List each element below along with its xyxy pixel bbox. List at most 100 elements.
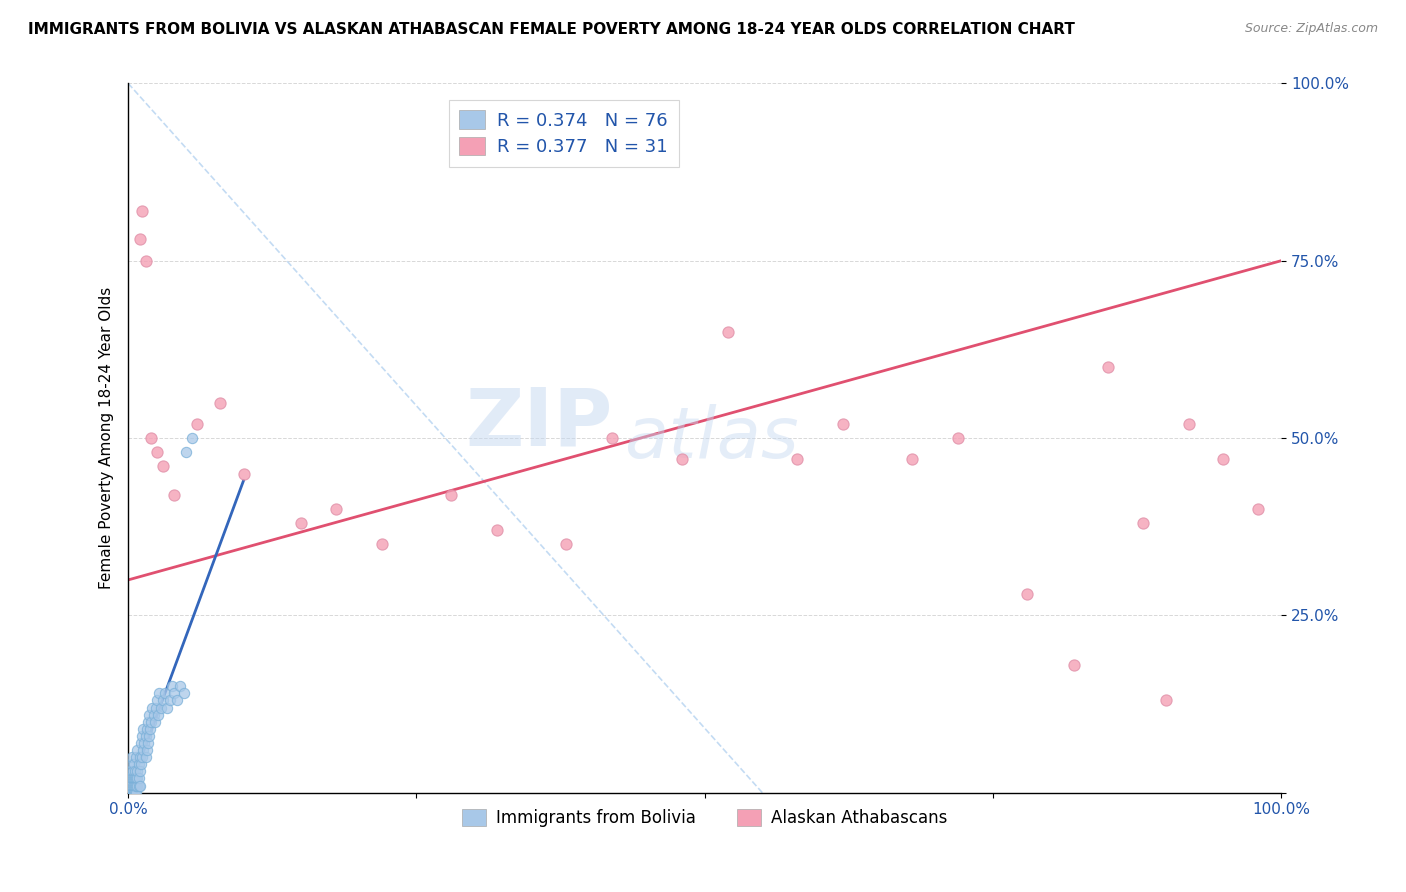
Point xyxy=(1154,693,1177,707)
Point xyxy=(145,700,167,714)
Point xyxy=(135,253,157,268)
Text: ZIP: ZIP xyxy=(465,384,613,463)
Point xyxy=(122,779,145,793)
Point xyxy=(1063,658,1085,673)
Point xyxy=(1097,360,1119,375)
Point xyxy=(120,764,142,779)
Point xyxy=(120,786,142,800)
Point xyxy=(129,757,152,772)
Point xyxy=(122,757,145,772)
Point xyxy=(127,764,149,779)
Point xyxy=(135,750,157,764)
Point xyxy=(124,786,146,800)
Point xyxy=(135,722,157,736)
Point xyxy=(118,786,141,800)
Point xyxy=(128,779,150,793)
Point xyxy=(149,700,172,714)
Point xyxy=(128,764,150,779)
Point xyxy=(135,743,157,757)
Point xyxy=(134,736,156,750)
Text: Source: ZipAtlas.com: Source: ZipAtlas.com xyxy=(1244,22,1378,36)
Point xyxy=(160,679,183,693)
Point xyxy=(120,786,142,800)
Point xyxy=(141,714,163,729)
Point xyxy=(125,786,148,800)
Point xyxy=(148,707,170,722)
Point xyxy=(143,714,166,729)
Point xyxy=(555,537,578,551)
Point xyxy=(148,686,170,700)
Point xyxy=(131,204,153,219)
Point xyxy=(186,417,208,431)
Point xyxy=(121,772,143,786)
Point xyxy=(125,779,148,793)
Point xyxy=(127,772,149,786)
Point xyxy=(136,714,159,729)
Point xyxy=(124,772,146,786)
Point xyxy=(141,700,163,714)
Point xyxy=(121,764,143,779)
Point xyxy=(125,750,148,764)
Point xyxy=(132,743,155,757)
Point xyxy=(786,452,808,467)
Point xyxy=(118,772,141,786)
Point xyxy=(153,686,176,700)
Point xyxy=(136,736,159,750)
Point xyxy=(121,786,143,800)
Point xyxy=(131,750,153,764)
Point xyxy=(122,786,145,800)
Point xyxy=(163,488,186,502)
Point xyxy=(174,445,197,459)
Point xyxy=(131,729,153,743)
Point xyxy=(120,779,142,793)
Point xyxy=(152,693,174,707)
Text: IMMIGRANTS FROM BOLIVIA VS ALASKAN ATHABASCAN FEMALE POVERTY AMONG 18-24 YEAR OL: IMMIGRANTS FROM BOLIVIA VS ALASKAN ATHAB… xyxy=(28,22,1076,37)
Point xyxy=(121,786,143,800)
Point xyxy=(163,686,186,700)
Point xyxy=(1178,417,1201,431)
Point xyxy=(124,779,146,793)
Point xyxy=(128,750,150,764)
Point xyxy=(125,772,148,786)
Point xyxy=(142,707,165,722)
Point xyxy=(135,729,157,743)
Point xyxy=(440,488,463,502)
Point xyxy=(1247,502,1270,516)
Point xyxy=(671,452,693,467)
Text: atlas: atlas xyxy=(624,403,799,473)
Point xyxy=(124,764,146,779)
Point xyxy=(180,431,202,445)
Point xyxy=(152,459,174,474)
Point xyxy=(121,757,143,772)
Point xyxy=(166,693,188,707)
Point xyxy=(139,722,162,736)
Point xyxy=(901,452,924,467)
Point xyxy=(138,707,160,722)
Legend: Immigrants from Bolivia, Alaskan Athabascans: Immigrants from Bolivia, Alaskan Athabas… xyxy=(456,803,953,834)
Point xyxy=(121,779,143,793)
Point xyxy=(122,786,145,800)
Point xyxy=(128,772,150,786)
Point xyxy=(371,537,394,551)
Point xyxy=(121,772,143,786)
Point xyxy=(159,693,181,707)
Point xyxy=(128,779,150,793)
Point xyxy=(146,445,169,459)
Point xyxy=(232,467,254,481)
Point xyxy=(156,700,179,714)
Point xyxy=(290,516,312,530)
Point xyxy=(128,757,150,772)
Point xyxy=(122,786,145,800)
Point xyxy=(129,736,152,750)
Point xyxy=(325,502,347,516)
Point xyxy=(832,417,855,431)
Point xyxy=(1132,516,1154,530)
Point xyxy=(146,693,169,707)
Point xyxy=(486,523,509,537)
Point xyxy=(602,431,624,445)
Point xyxy=(138,729,160,743)
Point xyxy=(127,779,149,793)
Point xyxy=(948,431,970,445)
Point xyxy=(118,779,141,793)
Point xyxy=(173,686,195,700)
